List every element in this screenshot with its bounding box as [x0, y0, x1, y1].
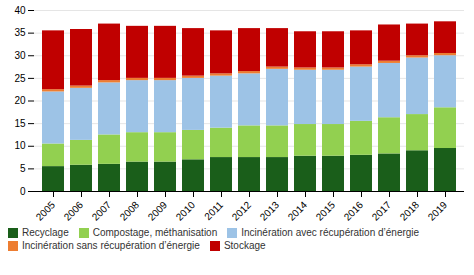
html-text:Incinération avec récupération: Incinération avec récupération d’énergie	[241, 227, 420, 238]
svg-text:2008: 2008	[118, 199, 142, 223]
svg-text:2018: 2018	[398, 199, 422, 223]
svg-text:2013: 2013	[258, 199, 282, 223]
svg-text:15: 15	[14, 118, 26, 129]
svg-text:5: 5	[20, 163, 26, 174]
html-text:Recyclage: Recyclage	[22, 227, 69, 238]
svg-text:2009: 2009	[146, 199, 170, 223]
svg-text:20: 20	[14, 95, 26, 106]
html-text:Stockage: Stockage	[223, 240, 266, 251]
svg-text:10: 10	[14, 140, 26, 151]
html-text:Compostage, méthanisation: Compostage, méthanisation	[92, 227, 218, 238]
svg-text:2017: 2017	[370, 199, 394, 223]
svg-text:30: 30	[14, 50, 26, 61]
svg-text:2019: 2019	[426, 199, 450, 223]
svg-text:2006: 2006	[62, 199, 86, 223]
svg-text:2012: 2012	[230, 199, 254, 223]
html-text:Incinération sans récupération: Incinération sans récupération d’énergie	[22, 240, 200, 251]
svg-text:35: 35	[14, 27, 26, 38]
svg-text:2014: 2014	[286, 199, 310, 223]
svg-text:25: 25	[14, 73, 26, 84]
svg-text:2005: 2005	[34, 199, 58, 223]
svg-text:2007: 2007	[90, 199, 114, 223]
svg-text:40: 40	[14, 5, 26, 16]
svg-text:0: 0	[20, 186, 26, 197]
svg-text:2010: 2010	[174, 199, 198, 223]
svg-text:2016: 2016	[342, 199, 366, 223]
svg-text:2011: 2011	[202, 199, 225, 222]
svg-text:2015: 2015	[314, 199, 338, 223]
